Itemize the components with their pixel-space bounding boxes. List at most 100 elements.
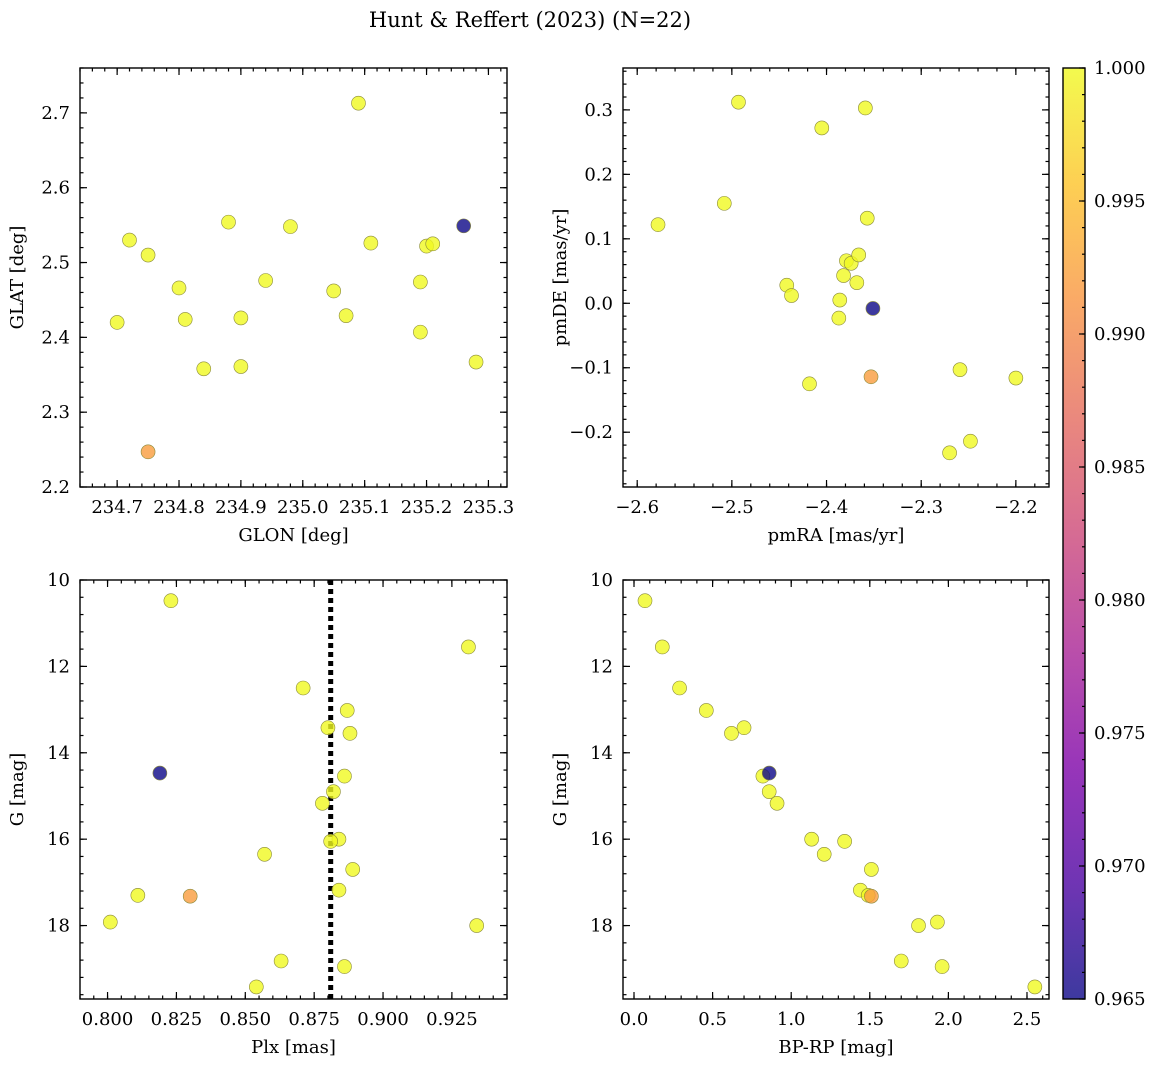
y-tick-label: 16: [47, 829, 70, 850]
panel-top-left: 234.7 234.8 234.9 235.0 235.1 235.2 235.3 2.2 2.…: [7, 67, 515, 546]
x-tick-label: 235.2: [401, 497, 453, 518]
scatter-point: [331, 882, 347, 898]
scatter-point: [140, 247, 156, 263]
scatter-point: [283, 219, 298, 234]
y-tick-label: 0.2: [584, 164, 613, 185]
scatter-point: [699, 703, 714, 718]
colorbar-gradient: [1063, 68, 1085, 999]
colorbar-tick-label: 0.990: [1094, 324, 1146, 345]
scatter-point: [831, 310, 847, 326]
scatter-point: [716, 196, 732, 211]
y-tick-label: 10: [47, 570, 70, 591]
scatter-point: [425, 236, 441, 252]
scatter-point: [802, 376, 817, 392]
scatter-point: [461, 639, 476, 655]
scatter-point: [339, 703, 355, 718]
x-tick-label: 1.0: [777, 1009, 806, 1030]
y-axis-label: pmDE [mas/yr]: [550, 209, 571, 347]
scatter-point: [761, 784, 777, 799]
scatter-point: [637, 593, 653, 609]
colorbar-tick-label: 0.980: [1094, 590, 1146, 611]
y-tick-label: 2.7: [41, 103, 70, 124]
scatter-point: [233, 359, 249, 374]
y-tick-label: 0.1: [584, 229, 613, 250]
scatter-point: [122, 232, 137, 248]
colorbar-tick-label: 0.995: [1094, 191, 1146, 212]
scatter-point: [103, 914, 118, 930]
scatter-point: [769, 796, 785, 811]
scatter-point: [836, 268, 851, 283]
y-tick-label: 2.4: [41, 327, 70, 348]
x-tick-label: 0.800: [82, 1009, 134, 1030]
scatter-point: [672, 680, 687, 696]
scatter-point: [736, 720, 752, 736]
y-tick-label: 14: [590, 743, 613, 764]
x-axis-label: Plx [mas]: [251, 1037, 336, 1058]
x-tick-label: 234.7: [91, 497, 143, 518]
x-tick-label: 234.9: [215, 497, 267, 518]
scatter-point: [731, 94, 746, 110]
scatter-point: [934, 959, 950, 974]
figure-title: Hunt & Reffert (2023) (N=22): [369, 8, 691, 32]
scatter-point: [257, 846, 272, 862]
scatter-point: [345, 862, 361, 877]
colorbar-tick-label: 0.965: [1094, 989, 1146, 1010]
scatter-point: [323, 834, 338, 849]
scatter-point: [1027, 979, 1043, 995]
x-tick-label: 2.5: [1013, 1009, 1042, 1030]
y-tick-label: 10: [590, 570, 613, 591]
y-tick-label: 12: [47, 656, 70, 677]
x-tick-label: −2.5: [710, 497, 754, 518]
scatter-point: [911, 918, 926, 933]
scatter-point: [864, 862, 879, 877]
scatter-point: [413, 274, 428, 290]
scatter-point: [233, 310, 249, 326]
scatter-point: [863, 369, 879, 385]
x-tick-label: 0.850: [220, 1009, 272, 1030]
scatter-point: [469, 918, 484, 933]
scatter-point: [196, 361, 212, 377]
x-tick-label: 2.0: [934, 1009, 963, 1030]
scatter-point: [163, 593, 179, 609]
y-tick-label: 2.3: [41, 402, 70, 423]
scatter-point: [859, 210, 875, 226]
scatter-point: [320, 720, 336, 736]
scatter-point: [724, 726, 739, 741]
scatter-point: [650, 217, 666, 232]
x-tick-label: −2.3: [899, 497, 943, 518]
scatter-point: [338, 308, 354, 323]
panel-bottom-right: 0.0 0.5 1.0 1.5 2.0 2.5 10 12 14 16 18 BP-RP [mag] G…: [550, 570, 1050, 1058]
y-tick-label: 18: [590, 916, 613, 937]
x-tick-label: 235.0: [277, 497, 329, 518]
scatter-point: [858, 100, 873, 116]
axes-frame: [622, 579, 1050, 1000]
y-axis-label: G [mag]: [550, 753, 571, 826]
scatter-point: [893, 953, 909, 969]
scatter-point: [468, 354, 484, 370]
scatter-point: [456, 218, 471, 234]
x-tick-label: 0.875: [288, 1009, 340, 1030]
axes-frame: [622, 67, 1050, 488]
y-tick-label: 0.0: [584, 293, 613, 314]
scatter-point: [351, 95, 366, 111]
scatter-point: [337, 959, 352, 974]
y-tick-label: 2.2: [41, 477, 70, 498]
x-axis-label: BP-RP [mag]: [778, 1037, 893, 1058]
scatter-point: [273, 953, 289, 969]
y-tick-label: 2.6: [41, 178, 70, 199]
x-tick-label: 0.5: [698, 1009, 727, 1030]
y-tick-label: −0.2: [569, 422, 613, 443]
scatter-point: [816, 846, 832, 862]
x-tick-label: 235.3: [463, 497, 515, 518]
scatter-point: [849, 275, 865, 290]
scatter-point: [865, 301, 881, 316]
axes-frame: [79, 579, 508, 1000]
scatter-point: [258, 273, 273, 288]
x-tick-label: 234.8: [153, 497, 205, 518]
scatter-point: [930, 914, 945, 930]
scatter-point: [814, 120, 830, 136]
panel-top-right: −2.6 −2.5 −2.4 −2.3 −2.2 −0.2 −0.1 0.0 0.1 0.2 0.3…: [550, 67, 1050, 546]
y-tick-label: 18: [47, 916, 70, 937]
y-axis-label: G [mag]: [7, 753, 28, 826]
scatter-point: [109, 315, 125, 330]
